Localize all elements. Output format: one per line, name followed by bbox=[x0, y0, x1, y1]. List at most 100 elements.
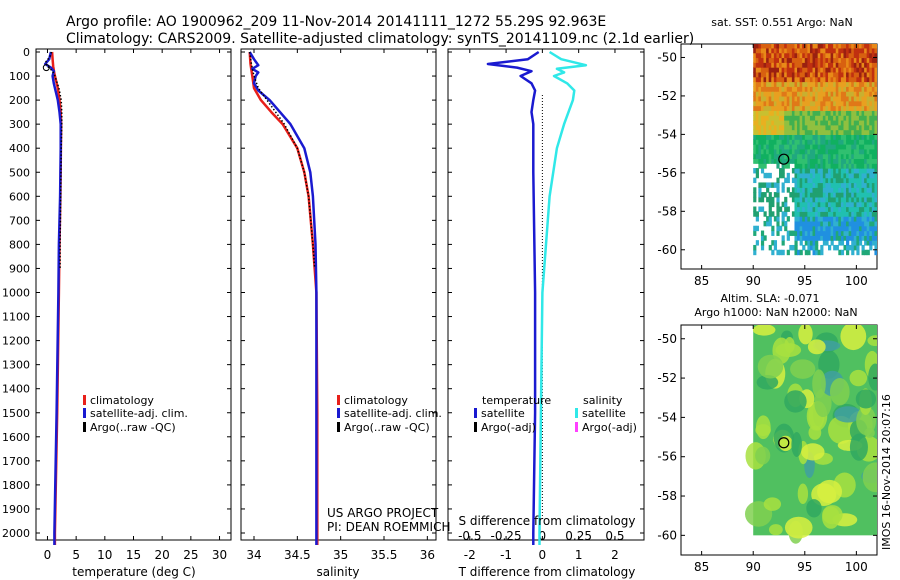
sst-cell bbox=[799, 153, 803, 160]
sst-cell bbox=[858, 62, 863, 68]
sst-cell bbox=[791, 134, 796, 140]
sst-cell bbox=[807, 52, 811, 59]
sst-cell bbox=[815, 201, 819, 208]
sst-cell bbox=[797, 81, 801, 87]
sst-cell bbox=[830, 158, 834, 164]
sst-cell bbox=[791, 110, 796, 116]
sst-cell bbox=[866, 52, 870, 59]
sst-cell bbox=[848, 187, 852, 193]
sst-cell bbox=[833, 216, 837, 222]
sst-cell bbox=[848, 206, 852, 212]
sst-cell bbox=[856, 196, 860, 203]
sst-cell bbox=[848, 211, 852, 217]
sst-cell bbox=[856, 52, 860, 59]
sst-cell bbox=[817, 129, 821, 135]
sst-cell bbox=[773, 119, 778, 126]
sst-cell bbox=[840, 187, 845, 193]
sst-cell bbox=[871, 216, 876, 222]
sst-cell bbox=[815, 139, 819, 145]
sst-cell bbox=[856, 115, 860, 121]
sst-cell bbox=[843, 71, 847, 78]
sst-cell bbox=[760, 100, 765, 107]
sst-cell bbox=[871, 110, 876, 116]
sst-cell bbox=[794, 76, 798, 83]
sst-cell bbox=[794, 216, 798, 222]
sst-cell bbox=[753, 81, 757, 87]
sst-cell bbox=[791, 95, 796, 102]
sst-cell bbox=[776, 105, 780, 111]
sst-cell bbox=[830, 119, 834, 126]
sst-cell bbox=[838, 105, 842, 111]
sla-blob bbox=[784, 516, 813, 539]
sst-cell bbox=[794, 211, 798, 217]
sst-cell bbox=[853, 216, 857, 222]
sst-cell bbox=[779, 71, 783, 78]
sst-cell bbox=[809, 95, 814, 102]
sst-cell bbox=[822, 144, 827, 150]
sst-cell bbox=[840, 216, 845, 222]
sst-cell bbox=[763, 95, 767, 102]
top-tick-label: 0.25 bbox=[565, 529, 592, 543]
sst-cell bbox=[830, 62, 834, 68]
sst-cell bbox=[871, 76, 876, 83]
sst-cell bbox=[760, 144, 765, 150]
sst-cell bbox=[869, 240, 873, 246]
sst-cell bbox=[804, 187, 808, 193]
sst-cell bbox=[812, 124, 816, 131]
sst-cell bbox=[784, 124, 788, 131]
sst-cell bbox=[802, 115, 806, 121]
depth-tick-label: 1200 bbox=[2, 335, 30, 348]
sst-cell bbox=[794, 62, 798, 68]
sst-cell bbox=[776, 196, 780, 203]
sst-cell bbox=[786, 124, 790, 131]
sst-cell bbox=[866, 192, 870, 198]
sst-cell bbox=[773, 158, 778, 164]
sst-cell bbox=[781, 163, 785, 169]
sst-cell bbox=[820, 206, 824, 212]
sst-cell bbox=[861, 182, 865, 188]
sst-cell bbox=[779, 95, 783, 102]
sla-blob bbox=[828, 415, 855, 444]
sst-cell bbox=[838, 86, 842, 92]
sst-cell bbox=[784, 206, 788, 212]
sst-cell bbox=[858, 81, 863, 87]
sst-cell bbox=[822, 148, 827, 155]
sst-cell bbox=[773, 76, 778, 83]
sst-cell bbox=[871, 129, 876, 135]
sst-cell bbox=[794, 148, 798, 155]
sst-cell bbox=[773, 100, 778, 107]
sst-cell bbox=[840, 115, 845, 121]
sst-cell bbox=[809, 71, 814, 78]
sst-cell bbox=[851, 47, 855, 54]
sst-cell bbox=[784, 134, 788, 140]
sst-cell bbox=[861, 230, 865, 236]
sst-cell bbox=[840, 158, 845, 164]
sst-cell bbox=[840, 52, 845, 59]
sst-cell bbox=[807, 134, 811, 140]
sst-cell bbox=[851, 249, 855, 256]
sst-cell bbox=[789, 62, 793, 68]
sst-cell bbox=[869, 67, 873, 73]
sst-cell bbox=[861, 71, 865, 78]
sst-cell bbox=[799, 249, 803, 256]
sst-cell bbox=[840, 105, 845, 111]
sst-cell bbox=[874, 240, 877, 246]
sla-blob bbox=[856, 406, 877, 436]
sst-cell bbox=[840, 225, 845, 232]
sst-cell bbox=[856, 220, 860, 227]
sst-cell bbox=[848, 144, 852, 150]
sst-cell bbox=[846, 67, 850, 73]
sst-cell bbox=[773, 134, 778, 140]
sst-cell bbox=[840, 235, 845, 241]
sst-cell bbox=[817, 216, 821, 222]
sst-cell bbox=[817, 144, 821, 150]
sst-cell bbox=[833, 244, 837, 251]
sst-cell bbox=[848, 115, 852, 121]
sst-cell bbox=[848, 230, 852, 236]
sst-cell bbox=[766, 76, 770, 83]
sst-cell bbox=[804, 115, 808, 121]
sst-cell bbox=[825, 100, 829, 107]
sst-cell bbox=[822, 177, 827, 184]
sst-cell bbox=[874, 153, 877, 160]
sst-cell bbox=[871, 230, 876, 236]
